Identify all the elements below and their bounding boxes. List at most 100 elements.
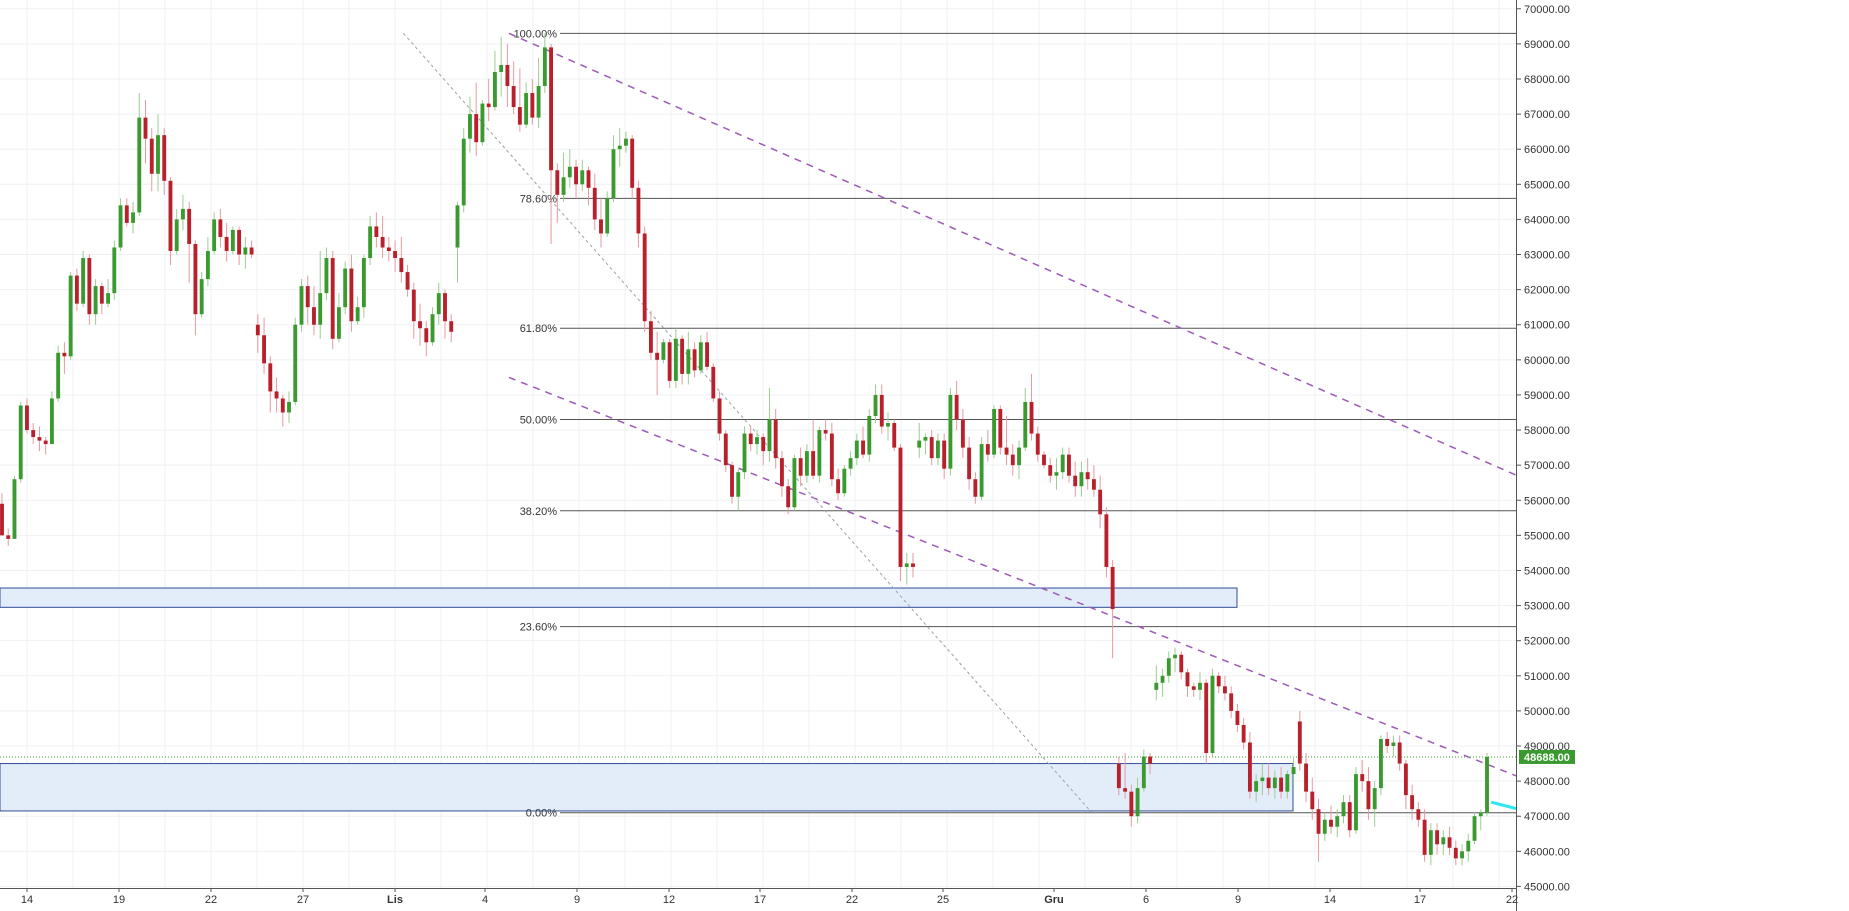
time-tick-label: Gru [1044, 894, 1064, 906]
candle-body [1210, 675, 1215, 754]
candle-body [262, 335, 266, 364]
candle-body [1079, 472, 1084, 487]
candle-body [524, 93, 529, 125]
candle [293, 317, 298, 406]
candle-body [1254, 781, 1259, 792]
candle-body [967, 447, 972, 480]
candle-body [730, 465, 734, 497]
candle-body [1410, 795, 1415, 810]
candle-body [617, 145, 622, 150]
candle [1422, 809, 1427, 862]
candle-body [1260, 777, 1265, 782]
candle [935, 433, 940, 466]
candle-body [929, 437, 934, 459]
time-tick-label: 6 [1143, 894, 1149, 906]
candle [748, 426, 753, 452]
time-tick-label: 22 [1506, 894, 1518, 906]
candle [967, 437, 972, 490]
candle-body [1266, 777, 1271, 789]
candle-body [430, 314, 435, 343]
candle-body [330, 258, 335, 339]
candle [131, 201, 135, 234]
candle [686, 331, 691, 385]
candle-body [68, 275, 73, 357]
candle [1166, 651, 1171, 683]
candle-body [118, 205, 123, 248]
candle [1085, 458, 1090, 490]
candle [873, 384, 878, 424]
candle [848, 451, 853, 476]
candle-body [1141, 756, 1146, 789]
candle [374, 212, 379, 248]
price-tick-label: 68000.00 [1524, 74, 1570, 86]
time-axis[interactable]: 14 19 22 27 Lis 4 9 12 17 22 25 Gru 6 9 14 17 22 [0, 888, 1518, 911]
candle-body [255, 324, 260, 336]
candle-body [911, 563, 915, 567]
candle-body [1073, 475, 1078, 487]
support-zones [0, 587, 1294, 812]
fib-level-label: 38.20% [520, 506, 558, 518]
candle-body [811, 451, 816, 476]
candle [6, 528, 11, 546]
candle-body [511, 86, 516, 108]
candle [124, 198, 129, 227]
candle-body [0, 503, 4, 536]
candle-body [1060, 454, 1065, 473]
candle-body [935, 440, 940, 459]
candle [411, 282, 416, 339]
candle [717, 391, 722, 441]
candle [93, 279, 98, 325]
candle-body [1110, 566, 1115, 610]
candle-body [1123, 788, 1128, 792]
price-tick-label: 56000.00 [1524, 495, 1570, 507]
candle-body [642, 233, 647, 322]
candle-body [99, 286, 104, 304]
price-tick-label: 61000.00 [1524, 320, 1570, 332]
candle [811, 419, 816, 480]
candle-body [1104, 514, 1109, 567]
candle-body [137, 117, 142, 213]
candle [1216, 672, 1221, 694]
candle-body [630, 138, 635, 188]
candle [262, 317, 266, 374]
candle [106, 279, 111, 308]
candle-body [861, 440, 865, 455]
price-axis[interactable]: 70000.00 69000.00 68000.00 67000.00 66000.00… [1516, 0, 1849, 911]
candle [399, 236, 404, 283]
candle [730, 461, 734, 504]
candle [636, 180, 641, 248]
candle-body [848, 458, 853, 469]
candle [505, 43, 510, 108]
candle [1372, 781, 1377, 827]
candle [81, 251, 86, 308]
candle-body [574, 166, 578, 185]
candle-body [904, 563, 909, 567]
candle-body [923, 437, 928, 441]
candle [1223, 675, 1227, 701]
candle [187, 201, 192, 283]
candle-body [1341, 802, 1346, 817]
candle-body [293, 324, 298, 402]
candle [1247, 731, 1252, 799]
candle [680, 335, 685, 385]
candle-body [143, 117, 148, 139]
candle-body [218, 219, 223, 237]
candle [723, 430, 728, 473]
candle-body [1085, 472, 1090, 480]
candle-body [655, 352, 660, 360]
candle-body [1447, 837, 1452, 848]
candle [336, 293, 341, 343]
candle [1110, 559, 1115, 659]
candle-body [717, 398, 722, 434]
candle-body [243, 247, 248, 255]
candle [1123, 753, 1128, 799]
time-tick-label: Lis [387, 894, 403, 906]
candle-body [1466, 840, 1471, 852]
candle [1116, 756, 1121, 796]
candle [1229, 686, 1234, 718]
candle-body [917, 440, 922, 448]
candle [455, 201, 460, 283]
candle [1185, 668, 1190, 697]
candle-body [1216, 675, 1221, 687]
